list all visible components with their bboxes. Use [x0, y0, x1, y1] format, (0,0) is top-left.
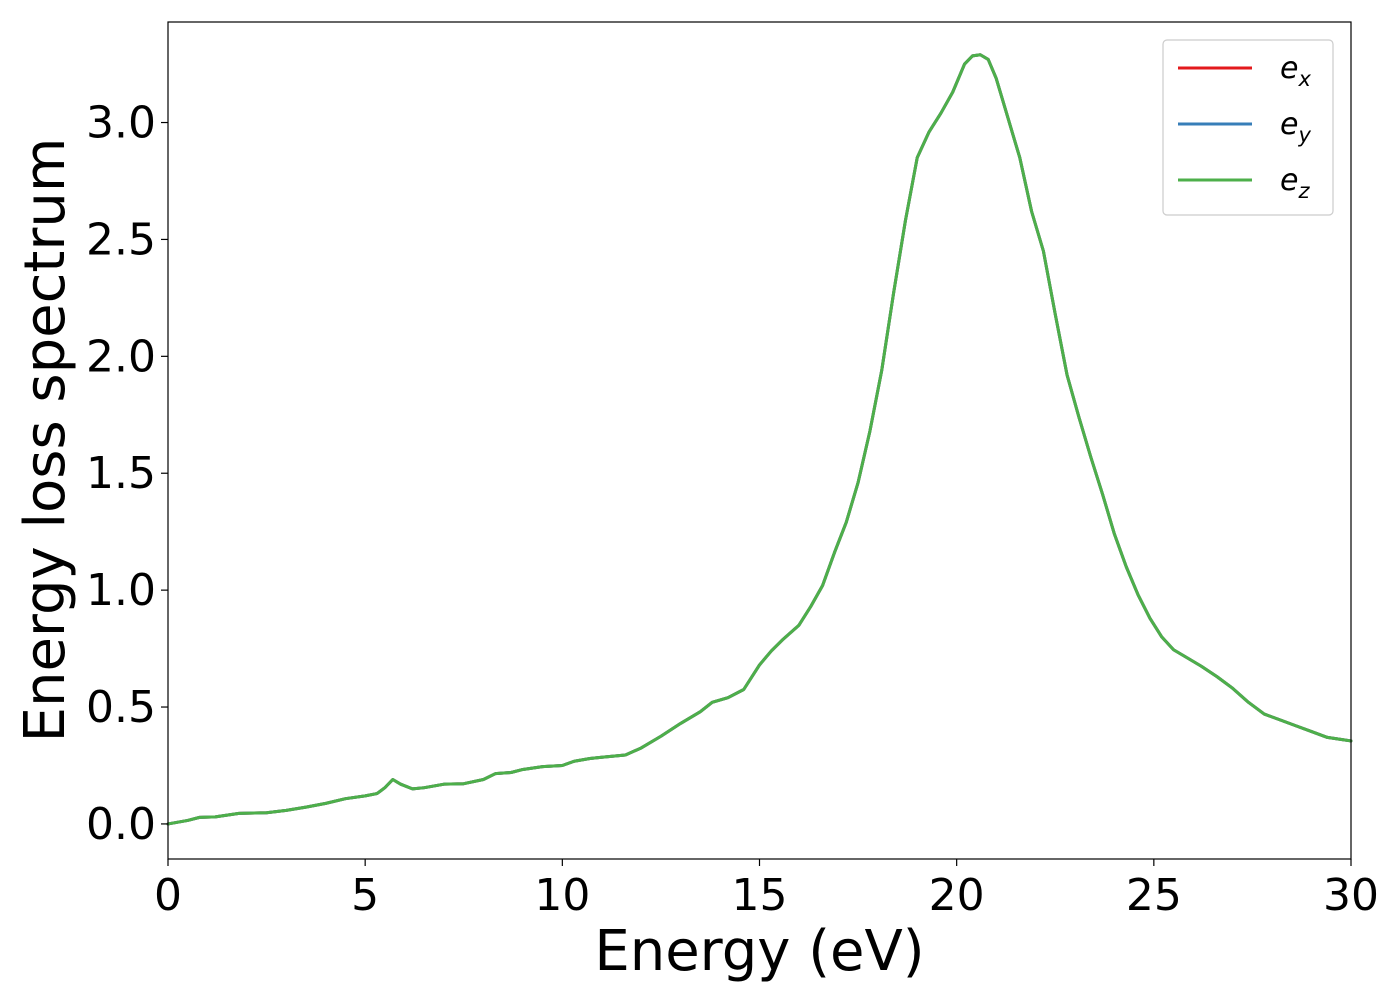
legend-label-subscript: x [1297, 67, 1311, 91]
legend-label-subscript: z [1297, 179, 1310, 203]
x-tick-label: 0 [154, 870, 182, 921]
legend-box [1162, 39, 1334, 216]
y-tick-label: 1.5 [86, 448, 156, 499]
x-tick-label: 30 [1323, 870, 1379, 921]
y-tick-label: 0.0 [86, 799, 156, 850]
series-layer [166, 53, 1353, 826]
x-tick-label: 5 [351, 870, 379, 921]
y-tick-label: 2.0 [86, 331, 156, 382]
y-tick-label: 3.0 [86, 98, 156, 149]
y-tick-label: 0.5 [86, 682, 156, 733]
x-tick-label: 15 [732, 870, 788, 921]
y-tick-label: 2.5 [86, 214, 156, 265]
x-axis: 0 5 10 15 20 25 30 [154, 859, 1379, 921]
legend-label-subscript: y [1297, 123, 1311, 147]
x-tick-label: 20 [929, 870, 985, 921]
plot-frame [167, 21, 1352, 860]
y-tick-label: 1.0 [86, 565, 156, 616]
x-tick-label: 10 [534, 870, 590, 921]
y-axis-title: Energy loss spectrum [13, 138, 78, 743]
y-axis: 0.0 0.5 1.0 1.5 2.0 2.5 3.0 [86, 98, 168, 850]
x-tick-label: 25 [1126, 870, 1182, 921]
x-axis-title: Energy (eV) [594, 919, 924, 984]
series-line-z [166, 53, 1353, 826]
